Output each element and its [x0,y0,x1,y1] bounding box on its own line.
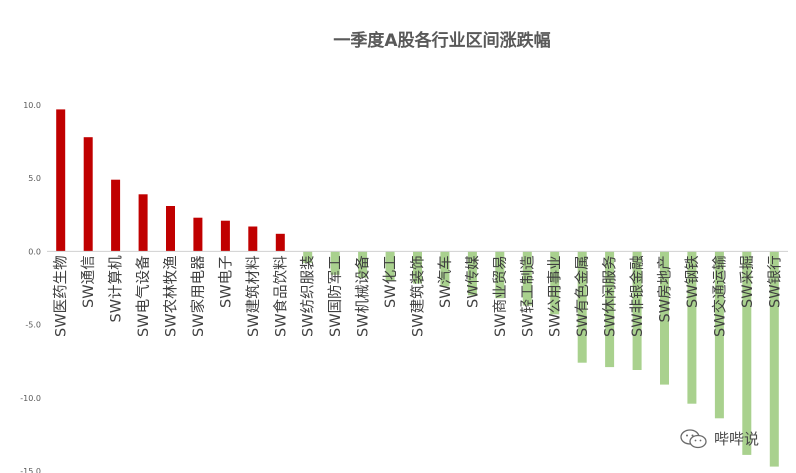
x-tick-label: SW建筑材料 [245,255,262,337]
x-tick-label: SW国防军工 [327,255,344,337]
x-tick-label: SW公用事业 [547,255,564,337]
bar [220,220,230,252]
x-tick-label: SW汽车 [437,255,454,308]
x-tick-label: SW建筑装饰 [410,255,427,337]
x-tick-label: SW医药生物 [53,255,70,337]
bar [495,251,505,299]
bar [714,251,724,419]
bar [275,233,285,252]
y-tick-label: -5.0 [25,321,41,330]
bar [248,226,258,252]
watermark-text: 哔哔说 [714,430,760,448]
x-tick-label: SW化工 [382,255,399,308]
bar [83,137,93,252]
bar [440,251,450,287]
bar [56,109,66,252]
bar [687,251,697,404]
x-tick-label: SW钢铁 [684,255,701,308]
bar [193,217,203,252]
x-tick-label: SW房地产 [657,255,674,322]
x-tick-label: SW电气设备 [135,255,152,337]
bar [769,251,779,467]
x-axis-labels: SW医药生物 SW通信 SW计算机 SW电气设备 SW农林牧渔 SW家用电器 SW电子 SW建… [53,255,784,337]
y-tick-label: 5.0 [28,174,41,183]
bar [550,251,560,315]
bar [742,251,752,455]
bars-layer [56,109,779,467]
bar [522,251,532,306]
bar [111,179,121,252]
watermark: 哔哔说 [680,428,759,449]
y-tick-label: 0.0 [28,247,41,256]
bar [605,251,615,368]
bar [577,251,587,363]
x-tick-label: SW食品饮料 [272,255,289,337]
y-tick-label: -10.0 [20,394,41,403]
x-tick-label: SW计算机 [108,255,125,323]
bar [358,251,368,278]
x-tick-label: SW休闲服务 [602,255,619,337]
x-tick-label: SW电子 [217,255,234,308]
y-axis-ticks: 10.0 5.0 0.0 -5.0 -10.0 -15.0 [20,101,41,473]
bar [632,251,642,370]
x-tick-label: SW家用电器 [190,255,207,337]
chart-title: 一季度A股各行业区间涨跌幅 [333,30,550,51]
x-tick-label: SW银行 [766,255,783,308]
x-tick-label: SW有色金属 [574,255,591,337]
x-tick-label: SW农林牧渔 [163,255,180,337]
bar [660,251,669,385]
bar [303,251,313,264]
wechat-icon [680,428,707,448]
x-tick-label: SW通信 [80,255,97,308]
x-tick-label: SW商业贸易 [492,255,509,337]
bar [385,251,395,281]
bar [413,251,422,284]
bar [467,251,477,296]
bar [330,251,340,275]
x-tick-label: SW非银金融 [629,255,646,337]
x-tick-label: SW采掘 [739,255,756,308]
bar [138,194,148,252]
x-tick-label: SW纺织服装 [300,255,317,337]
y-tick-label: -15.0 [20,467,41,473]
y-tick-label: 10.0 [23,101,41,110]
x-tick-label: SW轻工制造 [519,255,536,337]
x-tick-label: SW机械设备 [355,255,372,337]
x-tick-label: SW传媒 [464,255,481,308]
bar [166,206,175,252]
x-tick-label: SW交通运输 [710,255,728,337]
